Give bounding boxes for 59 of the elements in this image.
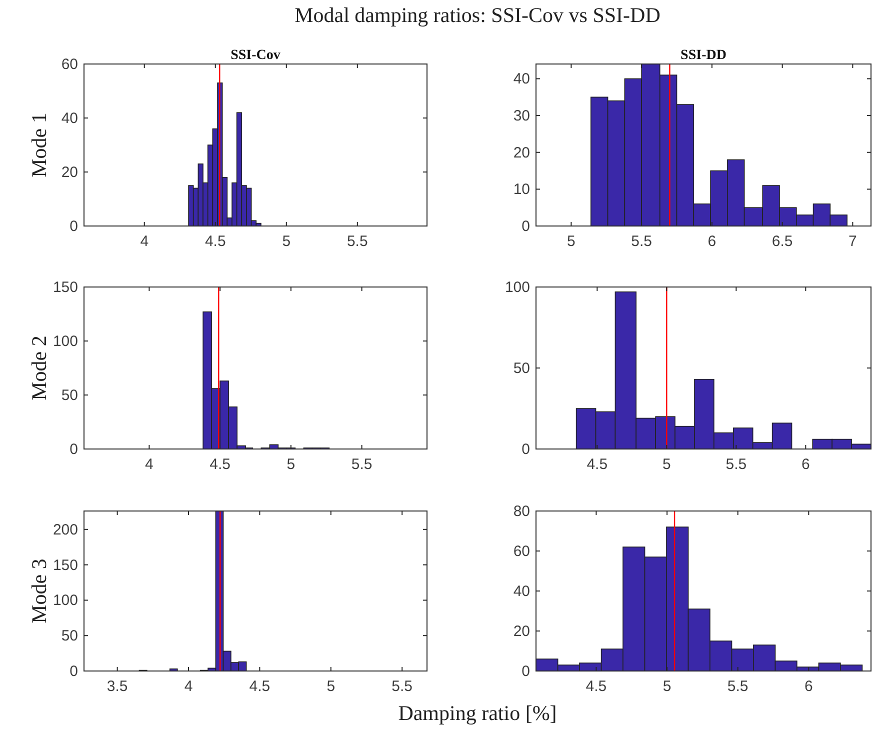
y-tick-label: 100 xyxy=(52,333,78,350)
x-tick-label: 5 xyxy=(662,456,671,473)
y-axis-title: Mode 1 xyxy=(27,112,51,178)
x-tick-label: 5 xyxy=(282,233,291,250)
x-tick-label: 5 xyxy=(326,678,336,695)
y-tick-label: 50 xyxy=(513,360,530,377)
text: Modal damping ratios: SSI-Cov vs SSI-DD xyxy=(294,3,660,27)
y-tick-label: 0 xyxy=(70,441,78,458)
y-tick-label: 0 xyxy=(522,663,530,680)
x-tick-label: 4.5 xyxy=(204,233,226,250)
chart-title: SSI-Cov xyxy=(230,48,280,63)
x-tick-label: 5.5 xyxy=(727,678,748,695)
x-tick-label: 5 xyxy=(567,233,576,250)
y-tick-label: 20 xyxy=(513,623,530,640)
y-tick-label: 60 xyxy=(513,543,530,560)
x-tick-label: 4.5 xyxy=(249,678,270,695)
y-tick-label: 80 xyxy=(513,503,530,520)
y-tick-label: 150 xyxy=(52,556,78,574)
x-tick-label: 5 xyxy=(662,678,672,695)
x-tick-label: 4.5 xyxy=(586,456,608,473)
y-tick-label: 40 xyxy=(513,583,530,600)
y-tick-label: 40 xyxy=(61,110,78,127)
y-tick-label: 50 xyxy=(61,628,78,645)
x-tick-label: 4 xyxy=(140,233,149,250)
x-tick-label: 5.5 xyxy=(631,233,652,250)
y-tick-label: 100 xyxy=(504,279,530,296)
y-tick-label: 0 xyxy=(70,218,78,235)
y-axis-title: Mode 2 xyxy=(27,336,51,400)
y-tick-label: 30 xyxy=(513,108,530,125)
x-tick-label: 5.5 xyxy=(392,678,413,695)
y-tick-label: 150 xyxy=(52,279,78,296)
x-tick-label: 5.5 xyxy=(726,456,747,473)
y-tick-label: 0 xyxy=(522,441,530,458)
y-tick-label: 0 xyxy=(70,663,78,680)
y-tick-label: 100 xyxy=(52,592,78,610)
x-tick-label: 5.5 xyxy=(346,233,368,250)
x-tick-label: 7 xyxy=(848,233,857,250)
x-tick-label: 4 xyxy=(184,678,193,695)
x-tick-label: 6 xyxy=(708,233,716,250)
y-tick-label: 0 xyxy=(522,218,530,235)
x-axis-title: Damping ratio [%] xyxy=(398,701,557,725)
chart-title: SSI-DD xyxy=(680,48,726,63)
y-axis-title: Mode 3 xyxy=(27,558,51,624)
y-tick-label: 200 xyxy=(52,521,78,538)
x-tick-label: 4.5 xyxy=(586,678,607,695)
x-tick-label: 6.5 xyxy=(772,233,793,250)
y-tick-label: 40 xyxy=(513,70,530,88)
y-tick-label: 50 xyxy=(61,387,78,404)
y-tick-label: 60 xyxy=(61,56,78,73)
y-tick-label: 20 xyxy=(61,164,78,181)
x-tick-label: 5.5 xyxy=(351,456,372,473)
x-tick-label: 4 xyxy=(145,456,154,473)
y-tick-label: 10 xyxy=(513,181,530,198)
x-tick-label: 5 xyxy=(286,456,296,473)
y-tick-label: 20 xyxy=(513,144,530,162)
x-tick-label: 4.5 xyxy=(210,456,230,473)
x-tick-label: 6 xyxy=(804,678,813,695)
x-tick-label: 6 xyxy=(801,456,810,473)
x-tick-label: 3.5 xyxy=(106,678,128,695)
